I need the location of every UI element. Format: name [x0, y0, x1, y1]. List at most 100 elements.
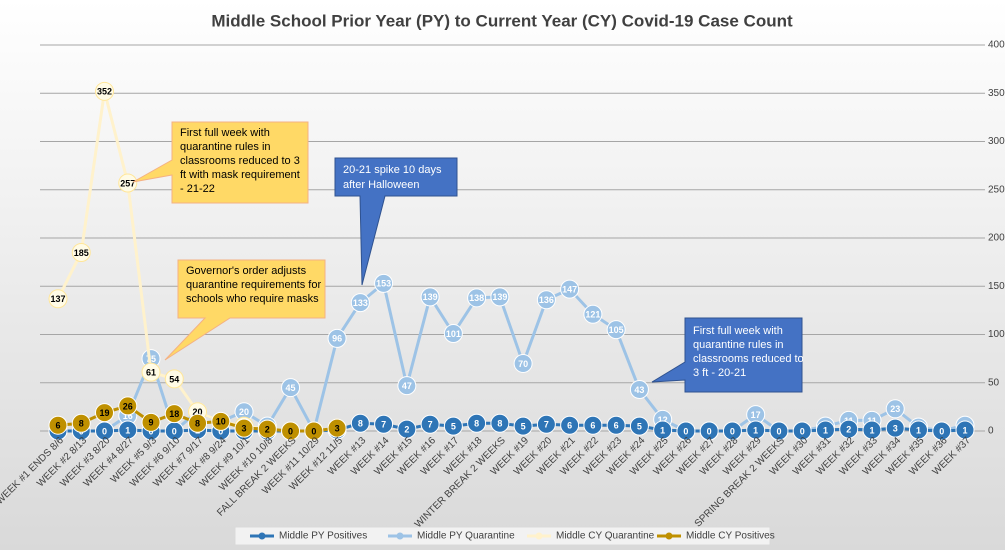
point	[746, 420, 766, 440]
data-label: 3	[893, 423, 898, 433]
point	[48, 289, 68, 309]
data-label: 19	[100, 408, 110, 418]
data-label: 0	[172, 426, 177, 436]
data-label: 121	[585, 310, 600, 320]
point	[513, 416, 533, 436]
point	[350, 293, 370, 313]
y-tick-label: 300	[988, 136, 1005, 147]
y-tick-label: 250	[988, 184, 1005, 195]
annotation-text: - 21-22	[180, 183, 215, 195]
legend-label: Middle PY Positives	[279, 531, 367, 542]
data-label: 8	[474, 419, 479, 429]
data-label: 185	[74, 248, 89, 258]
data-label: 0	[707, 426, 712, 436]
data-label: 45	[286, 383, 296, 393]
data-label: 1	[753, 425, 758, 435]
point	[722, 421, 742, 441]
y-tick-label: 350	[988, 88, 1005, 99]
annotation-text: after Halloween	[343, 179, 419, 191]
point	[583, 415, 603, 435]
point	[536, 290, 556, 310]
data-label: 0	[288, 426, 293, 436]
data-label: 3	[335, 423, 340, 433]
data-label: 96	[332, 334, 342, 344]
annotation: First full week with quarantine rules in…	[132, 121, 309, 204]
annotation-text: 3 ft - 20-21	[693, 367, 746, 379]
point	[118, 173, 138, 193]
point	[885, 399, 905, 419]
point	[327, 328, 347, 348]
chart-title: Middle School Prior Year (PY) to Current…	[211, 11, 793, 30]
point	[118, 396, 138, 416]
point	[792, 421, 812, 441]
data-label: 0	[311, 426, 316, 436]
legend	[234, 526, 771, 546]
annotation: 20-21 spike 10 days after Halloween	[334, 157, 458, 286]
data-label: 1	[916, 425, 921, 435]
data-label: 23	[890, 404, 900, 414]
point	[397, 376, 417, 396]
data-label: 1	[125, 425, 130, 435]
data-label: 137	[50, 294, 65, 304]
legend-marker	[665, 532, 673, 540]
point	[629, 416, 649, 436]
data-label: 136	[539, 295, 554, 305]
annotation-text: ft with mask requirement	[180, 169, 300, 181]
data-label: 147	[562, 285, 577, 295]
point	[397, 419, 417, 439]
point	[141, 412, 161, 432]
legend-label: Middle PY Quarantine	[417, 531, 515, 542]
point	[490, 413, 510, 433]
callout	[651, 317, 803, 393]
data-label: 2	[404, 424, 409, 434]
point	[467, 413, 487, 433]
data-label: 47	[402, 381, 412, 391]
annotation: Governor's order adjusts quarantine requ…	[164, 259, 326, 361]
point	[513, 353, 533, 373]
series-line	[58, 421, 966, 433]
legend-marker	[396, 532, 404, 540]
point	[304, 421, 324, 441]
y-tick-label: 100	[988, 329, 1005, 340]
data-label: 139	[492, 292, 507, 302]
annotation-text: quarantine requirements for	[186, 279, 321, 291]
point	[71, 413, 91, 433]
point	[955, 420, 975, 440]
point	[420, 414, 440, 434]
data-label: 18	[169, 409, 179, 419]
point	[95, 403, 115, 423]
point	[536, 414, 556, 434]
data-label: 16	[123, 411, 133, 421]
data-label: 70	[518, 359, 528, 369]
data-label: 9	[149, 418, 154, 428]
data-label: 1	[869, 425, 874, 435]
annotation-text: classrooms reduced to 3	[180, 155, 300, 167]
point	[164, 369, 184, 389]
point	[211, 411, 231, 431]
point	[118, 420, 138, 440]
point	[629, 380, 649, 400]
point	[71, 242, 91, 262]
point	[490, 287, 510, 307]
point	[606, 320, 626, 340]
data-label: 6	[614, 421, 619, 431]
point	[885, 418, 905, 438]
data-label: 17	[751, 410, 761, 420]
point	[467, 288, 487, 308]
data-label: 54	[169, 374, 179, 384]
data-label: 2	[265, 424, 270, 434]
point	[815, 420, 835, 440]
data-label: 12	[658, 415, 668, 425]
point	[839, 419, 859, 439]
annotation: First full week with quarantine rules in…	[651, 317, 804, 393]
annotation-text: classrooms reduced to	[693, 353, 804, 365]
data-label: 105	[609, 325, 624, 335]
annotation-text: schools who require masks	[186, 293, 319, 305]
plot: 0001675020102054509613315347139101138139…	[48, 81, 975, 441]
callout	[334, 157, 458, 286]
callout	[164, 259, 326, 361]
annotation-text: quarantine rules in	[180, 141, 271, 153]
